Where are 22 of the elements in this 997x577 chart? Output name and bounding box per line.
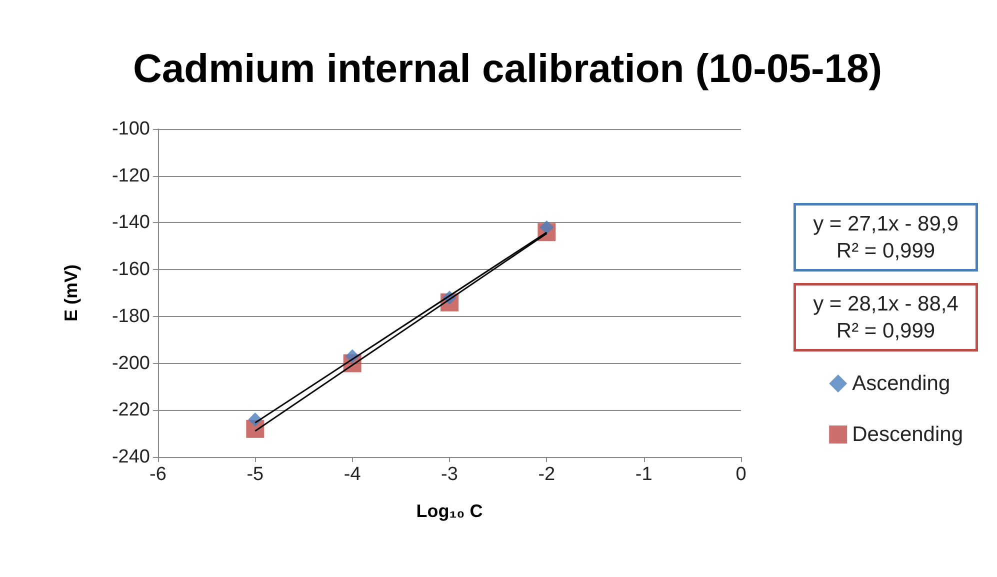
legend-label: Ascending — [852, 372, 950, 395]
text: y = 27,1x - 89,9 R² = 0,999 — [813, 212, 958, 262]
x-axis-title: Log₁₀ C — [416, 501, 483, 521]
y-tick-label: -100 — [112, 118, 150, 140]
y-tick-label: -220 — [112, 400, 150, 421]
y-tick-label: -200 — [112, 352, 150, 374]
chart-title: Cadmium internal calibration (10-05-18) — [133, 47, 882, 91]
y-axis-title: E (mV) — [61, 264, 81, 322]
text: y = 28,1x - 88,4 R² = 0,999 — [813, 292, 959, 342]
legend-label: Descending — [852, 423, 963, 446]
x-tick-label: -3 — [441, 464, 458, 485]
y-tick-label: -180 — [112, 306, 150, 327]
y-tick-label: -240 — [112, 446, 150, 468]
x-tick-label: -5 — [246, 464, 264, 485]
y-tick-label: -140 — [112, 212, 150, 234]
y-tick-label: -160 — [112, 259, 150, 280]
x-tick-label: 0 — [736, 464, 746, 485]
x-tick-label: -6 — [150, 464, 166, 485]
x-tick-label: -1 — [635, 464, 652, 485]
y-tick-label: -120 — [112, 165, 150, 186]
x-tick-label: -4 — [344, 464, 362, 485]
x-tick-label: -2 — [538, 464, 556, 485]
